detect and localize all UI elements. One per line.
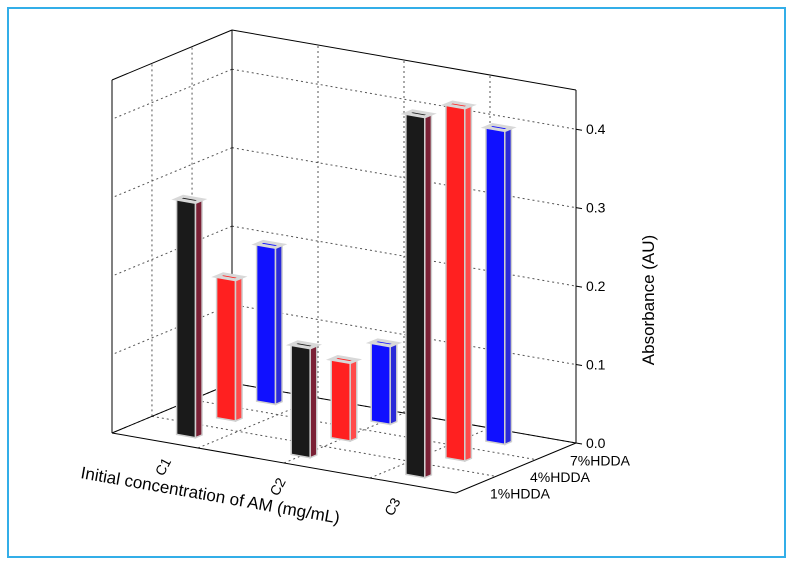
bar-front-face [175, 198, 197, 439]
bar-side-face [234, 275, 243, 423]
x-axis-label: Initial concentration of AM (mg/mL) [79, 463, 341, 527]
bar-front-face [445, 103, 466, 462]
bar-top-face [480, 122, 517, 133]
bar-1%HDDA-C3 [400, 109, 437, 479]
bar-top-face [285, 340, 323, 350]
y-tick-mark-2 [575, 285, 583, 288]
grid-line-back-3 [231, 147, 577, 209]
grid-line-back-1 [231, 304, 577, 366]
bar-top-face [400, 109, 437, 119]
y-tick-mark-3 [575, 207, 583, 210]
bar-top-face [325, 354, 363, 365]
figure-frame [7, 7, 786, 558]
bar-top-face [211, 272, 248, 282]
bar-side-face [389, 342, 398, 426]
axes [111, 29, 583, 494]
y-tick-mark-4 [575, 128, 583, 131]
bar-side-face [504, 126, 513, 446]
bar-top-face [365, 338, 403, 348]
x-tick-label: C1 [152, 455, 175, 479]
axis-edge-8 [231, 29, 577, 91]
bar-side-face [194, 198, 203, 439]
y-tick-label: 0.4 [586, 121, 606, 137]
axis-edge-1 [455, 442, 577, 494]
x-tick-label: C2 [266, 475, 289, 499]
z-tick-label: 1%HDDA [490, 486, 551, 502]
bar-top-face [251, 239, 288, 250]
z-tick-label: 7%HDDA [570, 452, 631, 468]
bar-side-face [464, 104, 473, 463]
x-tick-label: C3 [381, 495, 404, 519]
bar-1%HDDA-C1 [171, 194, 208, 439]
bar-side-face [309, 343, 318, 459]
grid-line-side-3 [111, 147, 233, 199]
axis-edge-3 [231, 382, 577, 444]
y-tick-label: 0.2 [586, 278, 606, 294]
bar-front-face [485, 126, 506, 446]
y-tick-mark-0 [575, 442, 583, 445]
bar-7%HDDA-C1 [251, 239, 288, 406]
grid-line-back-2 [231, 225, 577, 287]
bar-side-face [274, 243, 283, 406]
bar-7%HDDA-C3 [480, 122, 517, 446]
bar-4%HDDA-C2 [325, 354, 363, 443]
bar-front-face [370, 341, 391, 426]
bar-front-face [330, 358, 351, 442]
y-tick-label: 0.1 [586, 357, 606, 373]
grid-line-back-4 [231, 68, 577, 130]
axis-edge-2 [111, 382, 233, 434]
grid-line-floor-x-0 [197, 397, 319, 449]
bars [171, 100, 517, 479]
bar-4%HDDA-C1 [211, 272, 248, 423]
bar-side-face [424, 112, 433, 479]
y-axis-label: Absorbance (AU) [639, 235, 658, 365]
bar-front-face [255, 243, 277, 406]
axis-edge-7 [111, 29, 233, 81]
y-tick-label: 0.0 [586, 435, 606, 451]
bar-4%HDDA-C3 [440, 100, 477, 463]
bar-side-face [349, 358, 358, 443]
bar-top-face [171, 194, 208, 204]
axis-edge-0 [111, 432, 457, 494]
grid-line-side-1 [111, 304, 233, 356]
bar-top-face [440, 100, 477, 110]
y-tick-label: 0.3 [586, 200, 606, 216]
grid-line-floor-z-1 [191, 399, 537, 461]
bar-front-face [405, 112, 426, 479]
z-tick-label: 4%HDDA [530, 469, 591, 485]
grid-line-side-4 [111, 68, 233, 120]
y-tick-mark-1 [575, 364, 583, 367]
bar-7%HDDA-C2 [365, 338, 403, 426]
grid-line-side-2 [111, 225, 233, 277]
bar-1%HDDA-C2 [285, 340, 323, 459]
grid-line-floor-z-0 [151, 415, 497, 477]
bar-front-face [290, 343, 311, 459]
bar-front-face [215, 275, 237, 422]
